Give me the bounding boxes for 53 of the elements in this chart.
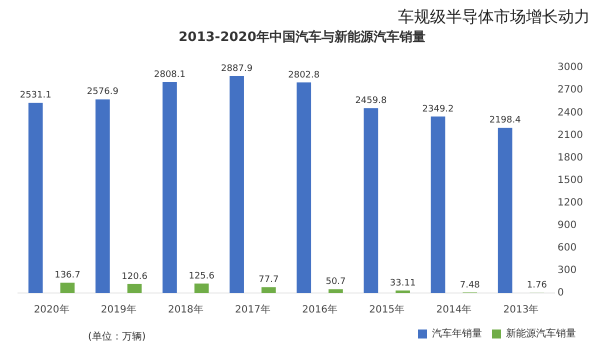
data-label: 33.11 [390,278,416,288]
data-label: 7.48 [460,280,480,290]
y-tick-label: 2100 [558,130,584,141]
bar [498,128,512,293]
x-tick-label: 2013年 [503,304,539,316]
bar [364,108,378,293]
bar [127,284,142,293]
data-label: 2808.1 [154,70,186,80]
y-tick-label: 3000 [558,62,584,74]
data-label: 77.7 [258,275,279,286]
y-tick-label: 0 [558,288,564,299]
bar [194,284,209,293]
x-tick-label: 2020年 [34,304,70,316]
data-label: 2576.9 [86,87,119,98]
y-tick-label: 900 [558,220,577,231]
y-tick-label: 2700 [558,84,584,96]
data-label: 2802.8 [288,70,320,80]
data-label: 2887.9 [221,64,253,74]
x-tick-label: 2017年 [235,304,270,316]
bar [296,82,312,293]
text: 车规级半导体市场增长动力 [398,7,590,26]
data-label: 50.7 [326,277,346,288]
data-label: 125.6 [188,271,215,282]
bar [430,116,446,293]
bar [230,76,244,293]
x-tick-label: 2015年 [369,304,405,316]
x-tick-label: 2014年 [436,304,472,316]
data-label: 2349.2 [422,104,454,114]
data-label: 2531.1 [20,90,52,101]
bar [60,282,75,293]
bar [262,287,276,293]
x-tick-label: 2019年 [100,304,136,316]
bar [96,99,110,293]
data-label: 2198.4 [489,116,522,126]
y-tick-label: 600 [558,242,577,254]
data-label: 120.6 [122,272,148,282]
x-tick-label: 2018年 [168,304,204,316]
data-label: 136.7 [54,270,80,281]
y-tick-label: 1800 [558,152,584,164]
bar [28,102,43,293]
legend-label: 新能源汽车销量 [506,328,576,340]
data-label: 2459.8 [355,96,387,106]
bar [162,82,177,293]
y-tick-label: 300 [558,265,577,276]
chart-title: 2013-2020年中国汽车与新能源汽车销量 [178,29,426,46]
y-tick-label: 2400 [558,107,584,118]
data-label: 1.76 [526,280,548,291]
y-tick-label: 1500 [558,174,584,186]
legend-label: 汽车年销量 [432,328,482,340]
bar [328,289,343,293]
text: (单位：万辆) [88,330,146,343]
y-tick-label: 1200 [558,197,584,208]
x-tick-label: 2016年 [302,304,338,316]
